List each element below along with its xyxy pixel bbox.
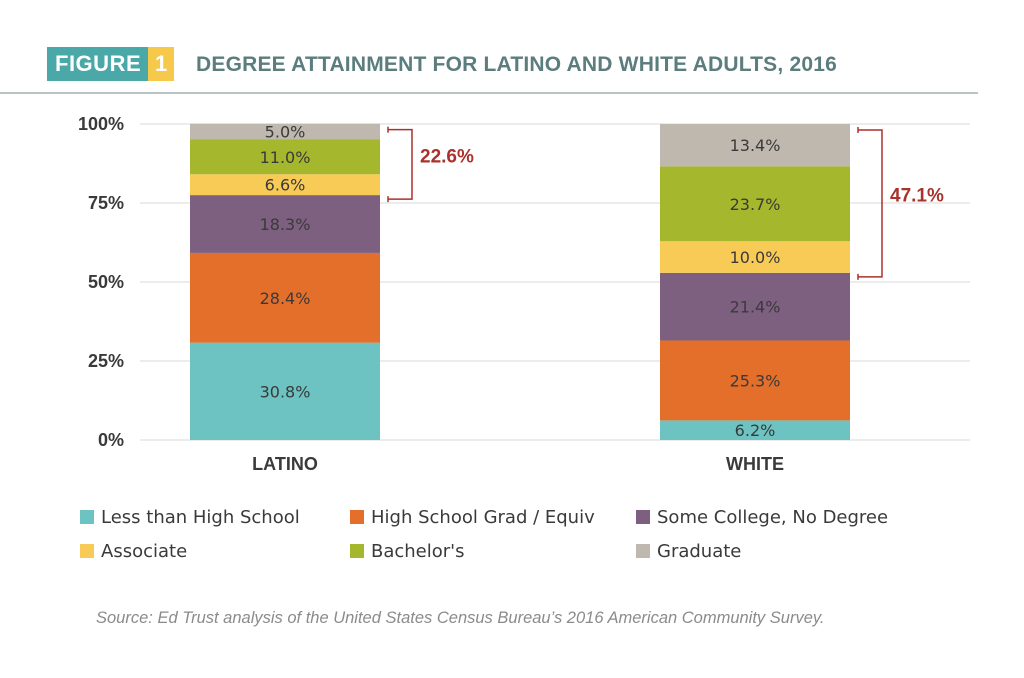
legend-label: Associate [101,540,188,562]
legend-swatch [80,510,94,524]
legend-item: High School Grad / Equiv [350,505,595,529]
y-tick-label: 25% [88,351,124,371]
data-label: 28.4% [260,289,311,308]
legend: Less than High School High School Grad / … [80,505,980,575]
data-label: 23.7% [730,195,781,214]
bracket [858,129,883,278]
bracket [388,128,413,200]
data-label: 18.3% [260,215,311,234]
figure-tag: FIGURE 1 [47,47,175,81]
x-category-label: WHITE [726,454,784,474]
data-label: 6.2% [735,421,776,440]
bar-segment [190,342,380,440]
data-label: 25.3% [730,371,781,390]
bracket-annotation: 47.1% [890,185,944,206]
bar-segment [660,241,850,273]
data-label: 5.0% [265,123,306,142]
y-tick-label: 0% [98,430,124,450]
legend-swatch [350,544,364,558]
legend-swatch [636,510,650,524]
data-label: 21.4% [730,298,781,317]
legend-item: Less than High School [80,505,300,529]
x-category-label: LATINO [252,454,318,474]
legend-item: Bachelor's [350,539,465,563]
figure-number: 1 [148,47,175,81]
legend-label: Bachelor's [371,540,465,562]
data-label: 10.0% [730,248,781,267]
bracket-annotation: 22.6% [420,146,474,167]
bar-segment [190,123,380,140]
legend-label: Graduate [657,540,742,562]
data-label: 6.6% [265,176,306,195]
bar-segment [660,340,850,421]
bar-segment [660,420,850,440]
legend-item: Associate [80,539,187,563]
legend-label: High School Grad / Equiv [371,506,595,528]
y-tick-label: 50% [88,272,124,292]
bar-segment [190,252,380,343]
y-tick-label: 75% [88,193,124,213]
data-label: 13.4% [730,136,781,155]
data-label: 11.0% [260,148,311,167]
legend-item: Some College, No Degree [636,505,888,529]
title-divider [0,92,978,94]
bar-segment [660,166,850,242]
legend-swatch [350,510,364,524]
legend-label: Some College, No Degree [657,506,889,528]
bar-segment [190,174,380,196]
chart-title: DEGREE ATTAINMENT FOR LATINO AND WHITE A… [196,53,837,76]
bar-segment [190,139,380,175]
legend-swatch [636,544,650,558]
data-label: 30.8% [260,382,311,401]
figure-word: FIGURE [47,47,149,81]
stacked-bar-chart: 0% 25% 50% 75% 100% 30.8% 28.4% 18.3% 6.6% 11.0% 5… [78,114,970,474]
bar-segment [660,272,850,341]
legend-label: Less than High School [101,506,300,528]
y-tick-label: 100% [78,114,124,134]
bar-segment [190,195,380,253]
legend-swatch [80,544,94,558]
legend-item: Graduate [636,539,741,563]
source-note: Source: Ed Trust analysis of the United … [96,609,825,627]
bar-segment [660,124,850,167]
